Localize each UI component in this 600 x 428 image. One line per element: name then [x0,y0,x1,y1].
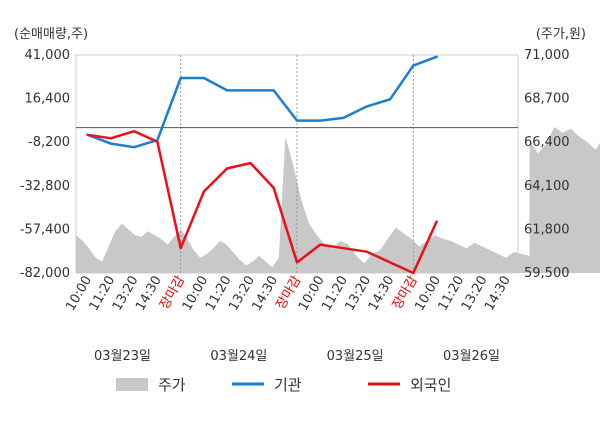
right-tick-label: 59,500 [524,266,570,281]
right-axis-ticks: 71,000 68,700 66,400 64,100 61,800 59,500 [524,48,570,281]
legend-swatch-price [116,378,148,391]
right-tick-label: 64,100 [524,179,570,194]
left-tick-label: -57,400 [20,222,70,237]
legend-label-foreign: 외국인 [410,376,451,394]
grid [76,55,518,273]
date-label: 03월24일 [210,349,267,364]
date-label: 03월26일 [443,349,500,364]
right-tick-label: 66,400 [524,135,570,150]
right-tick-label: 68,700 [524,92,570,107]
date-labels: 03월23일 03월24일 03월25일 03월26일 [94,349,500,364]
left-tick-label: 16,400 [25,92,71,107]
left-tick-label: 41,000 [25,48,71,63]
series-line-institution [86,55,438,149]
x-axis-ticks: 10:0011:2013:2014:30장마감10:0011:2013:2014… [63,273,513,313]
price-area-segment-1 [285,136,530,273]
series-line-foreign [86,129,438,275]
price-area [76,127,600,273]
legend-label-price: 주가 [158,376,186,394]
price-area-segment-0 [76,136,286,273]
price-area-segment-2 [529,127,600,273]
left-tick-label: -82,000 [20,266,70,281]
date-label: 03월25일 [327,349,384,364]
left-axis-ticks: 41,000 16,400 -8,200 -32,800 -57,400 -82,000 [20,48,70,281]
left-axis-label: (순매매량,주) [14,27,88,42]
right-tick-label: 61,800 [524,222,570,237]
date-label: 03월23일 [94,349,151,364]
right-axis-label: (주가,원) [536,27,586,42]
right-tick-label: 71,000 [524,48,570,63]
left-tick-label: -8,200 [28,135,70,150]
series-lines [86,55,438,275]
legend-label-institution: 기관 [274,376,302,394]
legend: 주가 기관 외국인 [116,376,451,394]
left-tick-label: -32,800 [20,179,70,194]
